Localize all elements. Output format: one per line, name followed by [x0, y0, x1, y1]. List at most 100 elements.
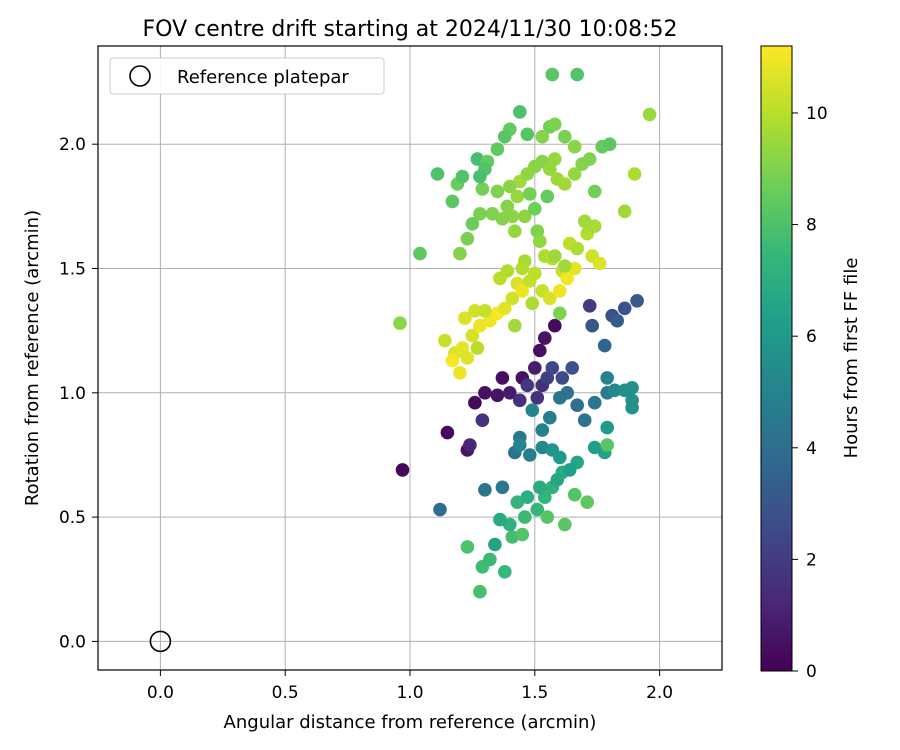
- data-point: [490, 142, 505, 156]
- data-point: [602, 137, 617, 151]
- data-point: [445, 353, 460, 368]
- data-point: [468, 304, 482, 318]
- colorbar-tick-label: 4: [806, 439, 817, 459]
- x-tick-label: 1.5: [521, 683, 548, 703]
- colorbar-tick-label: 2: [806, 550, 817, 570]
- data-point: [508, 318, 522, 333]
- data-point: [570, 67, 584, 82]
- data-point: [548, 249, 562, 263]
- scatter-points: [393, 67, 657, 599]
- y-tick-label: 1.5: [59, 260, 86, 280]
- data-point: [493, 512, 507, 527]
- data-point: [475, 182, 490, 196]
- data-point: [473, 169, 487, 184]
- data-point: [597, 338, 612, 353]
- data-point: [553, 450, 567, 465]
- data-point: [460, 540, 475, 554]
- data-point: [483, 552, 497, 567]
- data-point: [518, 510, 532, 524]
- data-point: [548, 117, 562, 132]
- data-point: [465, 328, 480, 343]
- data-point: [548, 318, 562, 333]
- data-point: [503, 386, 517, 400]
- colorbar-ticks: 0 2 4 6 8 10: [792, 104, 828, 682]
- data-point: [530, 391, 545, 405]
- y-tick-label: 2.0: [59, 135, 86, 155]
- data-point: [617, 204, 632, 219]
- data-point: [430, 167, 445, 181]
- data-point: [505, 291, 520, 306]
- data-point: [473, 584, 487, 599]
- data-point: [495, 212, 510, 226]
- data-point: [520, 127, 535, 142]
- data-point: [562, 463, 577, 477]
- legend-marker-icon: [129, 65, 151, 87]
- x-tick-label: 0.0: [147, 683, 174, 703]
- data-point: [565, 361, 579, 375]
- data-point: [535, 423, 550, 437]
- colorbar-bar: [760, 45, 793, 672]
- data-point: [465, 217, 480, 231]
- data-point: [478, 386, 492, 400]
- y-axis-ticks: 0.0 0.5 1.0 1.5 2.0: [59, 135, 98, 652]
- data-point: [528, 361, 542, 375]
- x-axis-ticks: 0.0 0.5 1.0 1.5 2.0: [147, 670, 673, 703]
- data-point: [625, 393, 639, 408]
- data-point: [567, 167, 582, 181]
- data-point: [558, 517, 572, 532]
- data-point: [533, 343, 547, 358]
- data-point: [538, 331, 552, 345]
- data-point: [515, 527, 530, 542]
- data-point: [530, 502, 545, 517]
- data-point: [558, 129, 572, 144]
- reference-point-marker: [149, 630, 172, 653]
- data-point: [528, 266, 542, 281]
- data-point: [515, 261, 530, 276]
- data-point: [478, 483, 492, 497]
- data-point: [395, 463, 410, 477]
- colorbar-tick-label: 0: [806, 662, 817, 682]
- data-point: [587, 440, 602, 455]
- data-point: [625, 381, 639, 395]
- colorbar-tick-label: 8: [806, 216, 817, 236]
- data-point: [475, 413, 490, 428]
- data-point: [433, 502, 447, 517]
- data-point: [520, 378, 535, 393]
- data-point: [523, 448, 537, 462]
- data-point: [508, 224, 522, 238]
- legend: Reference platepar: [109, 57, 385, 95]
- data-point: [600, 420, 614, 435]
- data-point: [577, 214, 592, 229]
- data-point: [473, 207, 487, 221]
- data-point: [533, 480, 547, 495]
- data-point: [540, 510, 555, 524]
- data-point: [580, 495, 594, 510]
- data-point: [453, 366, 467, 380]
- data-point: [553, 284, 567, 298]
- data-point: [567, 139, 582, 154]
- data-point: [610, 313, 624, 328]
- y-tick-label: 1.0: [59, 384, 86, 404]
- data-point: [540, 189, 555, 204]
- x-axis-label: Angular distance from reference (arcmin): [224, 712, 597, 733]
- data-point: [518, 209, 532, 224]
- data-point: [495, 480, 510, 495]
- data-point: [490, 184, 505, 199]
- data-point: [463, 438, 477, 452]
- data-point: [478, 304, 492, 318]
- data-point: [577, 413, 592, 428]
- data-point: [513, 393, 527, 408]
- data-point: [495, 371, 510, 385]
- data-point: [498, 129, 512, 144]
- data-point: [553, 306, 567, 321]
- data-point: [460, 231, 475, 246]
- data-point: [500, 264, 515, 278]
- data-point: [550, 473, 565, 487]
- colorbar-label: Hours from first FF file: [841, 258, 862, 459]
- data-point: [642, 107, 657, 122]
- data-point: [535, 129, 550, 144]
- data-point: [558, 177, 572, 191]
- data-point: [460, 351, 475, 365]
- data-point: [548, 152, 562, 166]
